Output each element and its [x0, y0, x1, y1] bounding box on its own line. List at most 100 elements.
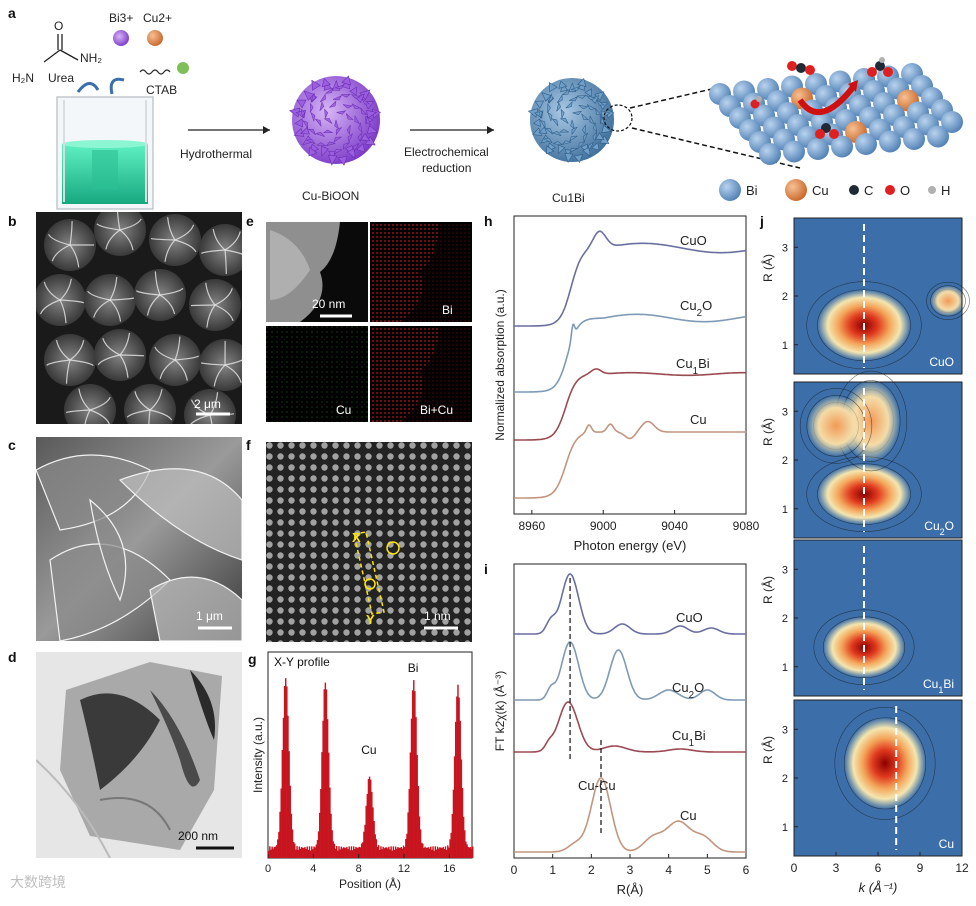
- product-cu-biooon: Cu-BiOON: [302, 189, 359, 203]
- annotation-cu: Cu: [361, 743, 376, 757]
- y-tick-label: 2: [782, 773, 788, 785]
- chart-title: X-Y profile: [274, 655, 330, 669]
- panel-label-f: f: [246, 437, 251, 453]
- panel-label-j: j: [759, 213, 764, 229]
- watermark: 大数跨境: [10, 872, 66, 892]
- scale-label-c: 1 μm: [196, 609, 223, 623]
- series-label-3: Cu: [680, 808, 697, 823]
- bi-atom: [855, 133, 877, 155]
- y-tick-label: 2: [782, 455, 788, 467]
- reagent-ctab: CTAB: [146, 83, 177, 97]
- wt-hotspot: [931, 286, 966, 316]
- x-tick-label: 6: [743, 863, 750, 877]
- cu-biooon-sphere: [290, 76, 381, 165]
- sem-flake-edge: [191, 305, 215, 306]
- y-axis-label: FT k2χ(k) (Å⁻³): [492, 671, 507, 751]
- y-tick-label: 1: [782, 504, 788, 516]
- arrowhead-icon: [263, 126, 270, 134]
- bi-atom: [807, 138, 829, 160]
- urea-oxygen: O: [54, 19, 63, 33]
- atom-legend: Bi Cu C O H: [719, 179, 950, 201]
- legend-label-bi: Bi: [746, 183, 758, 198]
- x-tick-label: 4: [310, 863, 316, 875]
- x-axis-label: Position (Å): [339, 876, 401, 891]
- series-label-1: Cu2O: [672, 680, 704, 701]
- x-tick-label: 9: [917, 861, 924, 875]
- bi-atom: [927, 126, 949, 148]
- urea-h2n: H₂N: [12, 71, 34, 85]
- wt-hotspot: [807, 395, 865, 456]
- panel-label-g: g: [248, 651, 257, 667]
- x-axis-label: k (Å⁻¹): [859, 880, 898, 895]
- exafs-series-0: [514, 574, 746, 634]
- y-tick-label: 3: [782, 242, 788, 254]
- bi-atom: [903, 128, 925, 150]
- ion-cu: Cu2+: [143, 11, 172, 25]
- exafs-series-2: [514, 702, 746, 752]
- panel-label-d: d: [8, 649, 17, 665]
- y-tick-label: 3: [782, 406, 788, 418]
- cu-ion-icon: [147, 30, 163, 46]
- panel-label-h: h: [484, 213, 493, 229]
- series-label-2: Cu1Bi: [676, 356, 710, 377]
- panel-label-c: c: [8, 437, 16, 453]
- map-label-3: Cu: [939, 837, 954, 851]
- y-tick-label: 2: [782, 613, 788, 625]
- y-axis-label: R (Å): [760, 736, 775, 764]
- legend-swatch-o: [885, 185, 895, 195]
- exafs-series-3: [514, 778, 746, 852]
- series-label-2: Cu1Bi: [672, 728, 706, 749]
- map-label-bi: Bi: [442, 303, 453, 317]
- y-tick-label: 2: [782, 291, 788, 303]
- x-tick-label: 9000: [590, 519, 617, 533]
- x-axis-label: Photon energy (eV): [574, 538, 687, 553]
- bi-atom: [759, 143, 781, 165]
- y-axis-label: R (Å): [760, 418, 775, 446]
- curved-arrow-icon: [111, 79, 124, 94]
- annotation-cu-cu: Cu-Cu: [578, 778, 616, 793]
- tem-image-d: [36, 652, 242, 858]
- legend-swatch-h: [928, 186, 936, 194]
- xanes-series-1: [514, 314, 746, 392]
- x-axis-label: R(Å): [617, 882, 644, 897]
- y-tick-label: 1: [782, 662, 788, 674]
- atomic-surface: [709, 63, 963, 165]
- x-tick-label: 16: [443, 863, 455, 875]
- bi-ion-icon: [113, 30, 129, 46]
- legend-swatch-c: [849, 185, 859, 195]
- beaker-icon: [57, 97, 153, 209]
- x-tick-label: 8960: [518, 519, 545, 533]
- scale-label-b: 2 μm: [194, 397, 221, 411]
- x-tick-label: 3: [833, 861, 840, 875]
- arrowhead-icon: [487, 126, 494, 134]
- x-tick-label: 6: [875, 861, 882, 875]
- y-tick-label: 1: [782, 822, 788, 834]
- x-tick-label: 4: [665, 863, 672, 877]
- step-hydrothermal: Hydrothermal: [180, 147, 252, 161]
- scale-label-f: 1 nm: [424, 609, 451, 623]
- product-cu1bi: Cu1Bi: [552, 191, 585, 205]
- urea-molecule: [44, 34, 78, 62]
- series-label-3: Cu: [690, 412, 707, 427]
- y-tick-label: 3: [782, 724, 788, 736]
- bi-atom: [783, 141, 805, 163]
- legend-label-cu: Cu: [812, 183, 829, 198]
- legend-label-o: O: [900, 183, 910, 198]
- legend-swatch-cu: [785, 179, 807, 201]
- legend-label-h: H: [941, 183, 950, 198]
- panel-label-i: i: [484, 561, 488, 577]
- x-tick-label: 9080: [733, 519, 760, 533]
- y-tick-label: 1: [782, 340, 788, 352]
- plot-frame: [514, 216, 746, 514]
- x-tick-label: 2: [588, 863, 595, 877]
- scale-label-d: 200 nm: [178, 829, 218, 843]
- curved-arrow-icon: [78, 83, 98, 92]
- eds-map-cu: [266, 326, 368, 422]
- legend-label-c: C: [864, 183, 873, 198]
- map-label-cu: Cu: [336, 403, 351, 417]
- xanes-series-2: [514, 369, 746, 440]
- series-label-1: Cu2O: [680, 298, 712, 319]
- bi-atom: [879, 131, 901, 153]
